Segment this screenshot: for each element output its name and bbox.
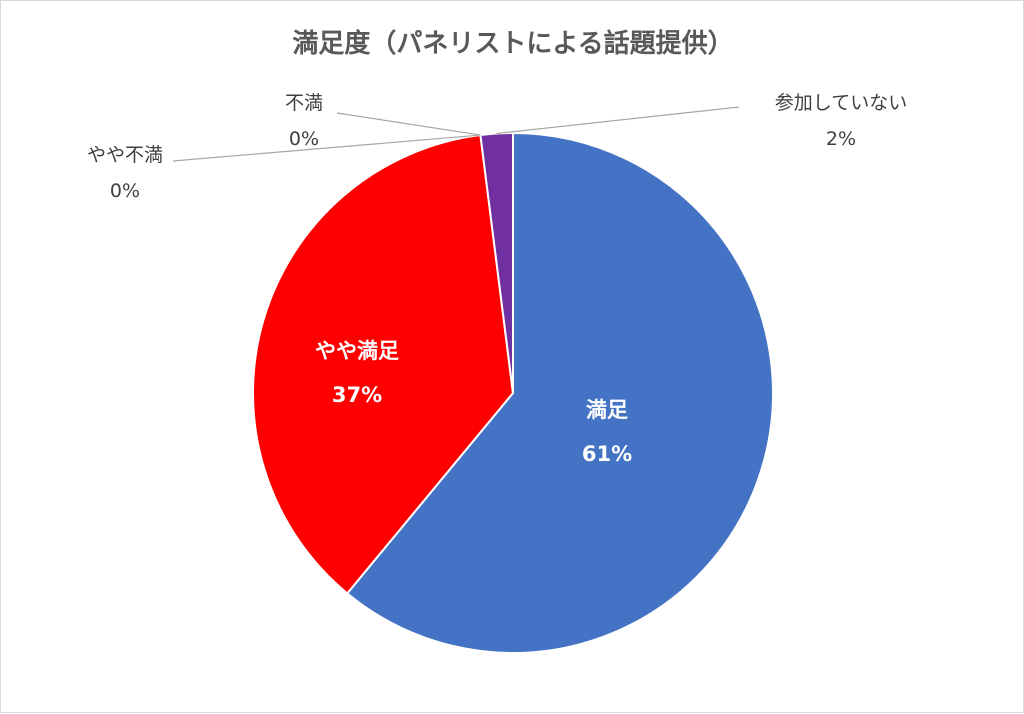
slice-0-percent: 61% — [582, 442, 632, 466]
data-labels: 満足 61% やや満足 37% やや不満 0% 不満 0% 参加していない 2% — [87, 92, 907, 466]
slice-3-leader-line — [336, 112, 481, 136]
slice-4-percent: 2% — [826, 128, 856, 150]
slice-1-label: やや満足 — [315, 339, 399, 363]
slice-4-label: 参加していない — [775, 92, 907, 114]
slice-0-label: 満足 — [586, 398, 628, 422]
slice-4-wedge — [479, 131, 514, 394]
slice-3-label: 不満 — [285, 92, 323, 114]
slice-4-leader-line — [496, 106, 740, 135]
slice-1-wedge — [252, 133, 515, 595]
pie-slices — [252, 131, 774, 654]
slice-2-label: やや不満 — [87, 144, 163, 166]
slice-1-percent: 37% — [332, 383, 382, 407]
slice-2-percent: 0% — [110, 180, 140, 202]
leader-lines — [172, 106, 740, 162]
slice-3-percent: 0% — [289, 128, 319, 150]
slice-0-wedge — [345, 131, 774, 654]
slice-2-leader-line — [172, 134, 481, 162]
chart-title: 満足度（パネリストによる話題提供） — [292, 29, 734, 59]
